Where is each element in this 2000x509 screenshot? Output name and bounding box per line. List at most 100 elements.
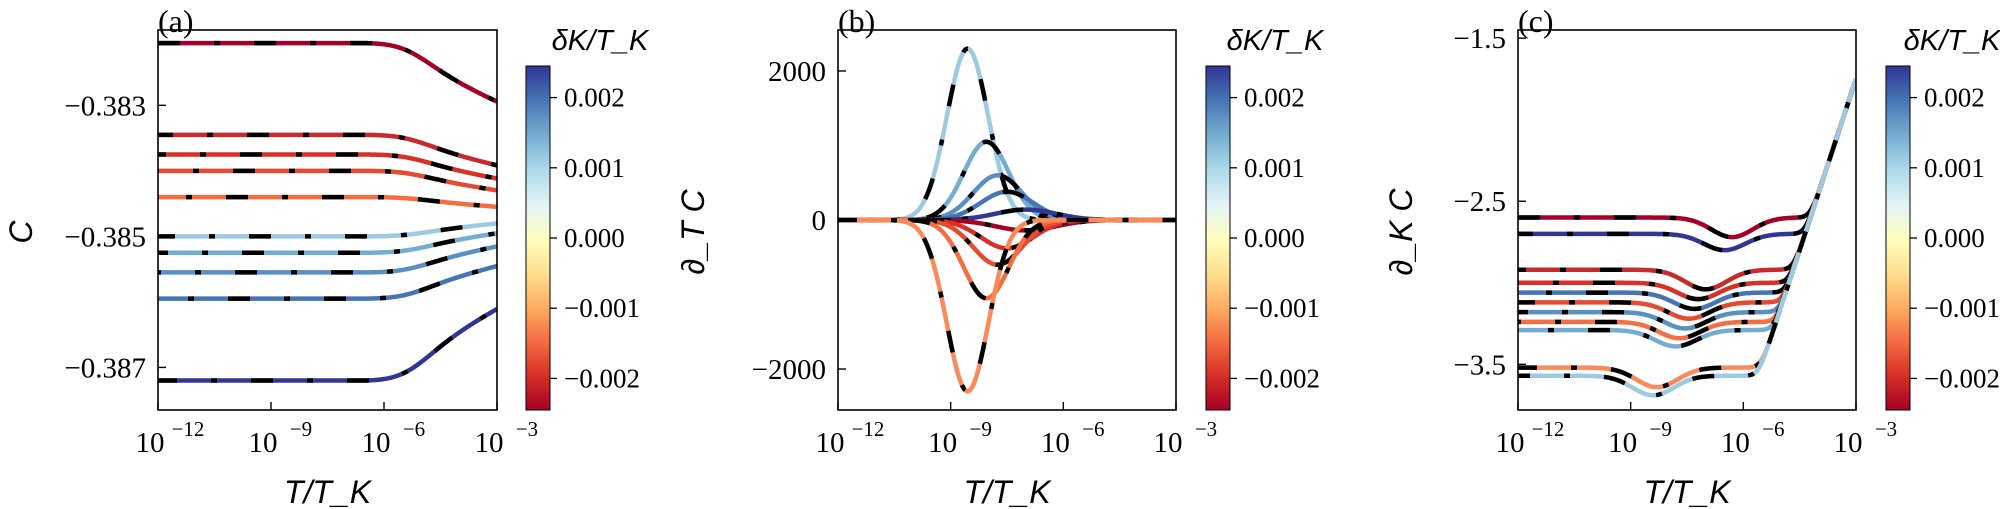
x-tick-exponent: −12 xyxy=(852,417,885,441)
y-tick-label: −2.5 xyxy=(1453,186,1506,218)
plot-frame xyxy=(1517,29,1857,411)
colorbar-tick-label: −0.001 xyxy=(564,293,640,323)
panel-b: 10 −12 10 −9 10 −6 10 −3 2000 0 −2000 T/T_K ∂_T C (b)… xyxy=(675,3,1325,509)
x-tick-label: 10 xyxy=(816,427,845,459)
series-fit-0.0016 xyxy=(158,263,497,301)
series-fit-0.0024 xyxy=(1518,78,1856,253)
plot-area xyxy=(838,46,1176,394)
series-fit--0.0016 xyxy=(1518,78,1856,302)
y-tick-label: 0 xyxy=(812,205,827,237)
x-tick-exponent: −6 xyxy=(403,417,425,441)
series-line-0.0016 xyxy=(1518,78,1856,312)
y-axis-label: ∂_K C xyxy=(1383,188,1419,276)
x-tick-label: 10 xyxy=(249,427,278,459)
series-fit-0.0010 xyxy=(1518,78,1856,349)
series-fit-0.0016 xyxy=(1518,78,1856,312)
y-tick-label: −3.5 xyxy=(1453,349,1506,381)
colorbar: 0.002 0.001 0.000 −0.001 −0.002 δK/T_K xyxy=(1205,25,1325,411)
colorbar-tick-label: −0.001 xyxy=(1924,293,2000,323)
x-tick-exponent: −3 xyxy=(1875,417,1897,441)
colorbar-label: δK/T_K xyxy=(552,25,650,57)
series-line--0.0010 xyxy=(1518,78,1856,341)
panel-label: (c) xyxy=(1518,3,1554,39)
x-tick-label: 10 xyxy=(1834,427,1863,459)
colorbar-tick-label: −0.002 xyxy=(1924,363,2000,393)
series-fit--0.0013 xyxy=(1518,78,1856,321)
series-fit--0.0016 xyxy=(158,152,497,181)
x-tick-label: 10 xyxy=(475,427,504,459)
colorbar-tick-label: −0.002 xyxy=(564,363,640,393)
y-tick-label: −0.383 xyxy=(64,90,146,122)
x-tick-exponent: −6 xyxy=(1082,417,1104,441)
colorbar-tick-label: 0.002 xyxy=(1244,83,1305,113)
x-tick-label: 10 xyxy=(928,427,957,459)
series-line--0.0007 xyxy=(838,217,1176,394)
x-tick-label: 10 xyxy=(1608,427,1637,459)
y-tick-label: 2000 xyxy=(768,56,826,88)
x-tick-exponent: −3 xyxy=(1195,417,1217,441)
x-tick-label: 10 xyxy=(1154,427,1183,459)
colorbar: 0.002 0.001 0.000 −0.001 −0.002 δK/T_K xyxy=(1885,25,2000,411)
y-axis-label: C xyxy=(3,220,39,244)
x-tick-exponent: −9 xyxy=(969,417,991,441)
y-tick-label: −1.5 xyxy=(1453,23,1506,55)
series-fit-0.0024 xyxy=(838,207,1176,223)
series-fit--0.0007 xyxy=(1518,78,1856,390)
series-fit--0.0007 xyxy=(838,217,1176,394)
plot-area xyxy=(158,40,497,383)
colorbar-tick-label: 0.001 xyxy=(564,153,625,183)
series-fit--0.0024 xyxy=(1518,78,1856,240)
panel-label: (a) xyxy=(158,3,194,39)
colorbar-fill xyxy=(1885,65,1911,411)
colorbar-tick-label: 0.001 xyxy=(1244,153,1305,183)
x-axis-label: T/T_K xyxy=(963,474,1052,509)
series-fit--0.0010 xyxy=(1518,78,1856,341)
x-tick-label: 10 xyxy=(1496,427,1525,459)
series-fit-0.0016 xyxy=(838,189,1176,223)
x-tick-exponent: −3 xyxy=(516,417,538,441)
colorbar-tick-label: 0.002 xyxy=(1924,83,1985,113)
colorbar-tick-label: 0.000 xyxy=(1924,223,1985,253)
x-tick-label: 10 xyxy=(136,427,165,459)
colorbar-tick-label: 0.002 xyxy=(564,83,625,113)
series-fit--0.0013 xyxy=(838,217,1176,267)
series-fit--0.0019 xyxy=(1518,78,1856,292)
colorbar-tick-label: 0.001 xyxy=(1924,153,1985,183)
panel-c: 10 −12 10 −9 10 −6 10 −3 −1.5 −2.5 −3.5 T/T_K ∂_K C (… xyxy=(1383,3,2000,509)
colorbar-label: δK/T_K xyxy=(1904,25,2000,57)
series-fit--0.0010 xyxy=(158,194,497,210)
series-fit-0.0007 xyxy=(158,221,497,239)
x-axis-label: T/T_K xyxy=(284,474,373,509)
x-tick-exponent: −6 xyxy=(1762,417,1784,441)
y-axis-label: ∂_T C xyxy=(675,189,711,275)
series-fit--0.0013 xyxy=(158,168,497,193)
series-fit--0.0019 xyxy=(158,132,497,168)
y-tick-label: −0.385 xyxy=(64,221,146,253)
colorbar-tick-label: 0.000 xyxy=(564,223,625,253)
plot-area xyxy=(1518,78,1856,398)
series-fit-0.0013 xyxy=(158,244,497,275)
panel-a: 10 −12 10 −9 10 −6 10 −3 −0.383 −0.385 −0.387 T/T_K… xyxy=(3,3,650,509)
plot-frame xyxy=(157,29,498,411)
x-tick-exponent: −9 xyxy=(290,417,312,441)
x-tick-label: 10 xyxy=(362,427,391,459)
colorbar-label: δK/T_K xyxy=(1227,25,1325,57)
series-line--0.0019 xyxy=(1518,78,1856,292)
series-fit-0.0010 xyxy=(158,231,497,256)
series-line--0.0016 xyxy=(1518,78,1856,302)
y-tick-label: −0.387 xyxy=(64,352,146,384)
colorbar-tick-label: 0.000 xyxy=(1244,223,1305,253)
colorbar-fill xyxy=(525,65,551,411)
colorbar-fill xyxy=(1205,65,1231,411)
series-fit-0.0013 xyxy=(838,173,1176,223)
x-tick-exponent: −12 xyxy=(1532,417,1565,441)
series-fit--0.0024 xyxy=(158,40,497,104)
y-tick-label: −2000 xyxy=(752,354,826,386)
x-axis-label: T/T_K xyxy=(1643,474,1732,509)
x-tick-label: 10 xyxy=(1041,427,1070,459)
series-line-0.0007 xyxy=(838,46,1176,223)
x-tick-exponent: −9 xyxy=(1649,417,1671,441)
x-tick-exponent: −12 xyxy=(172,417,205,441)
colorbar-tick-label: −0.002 xyxy=(1244,363,1320,393)
